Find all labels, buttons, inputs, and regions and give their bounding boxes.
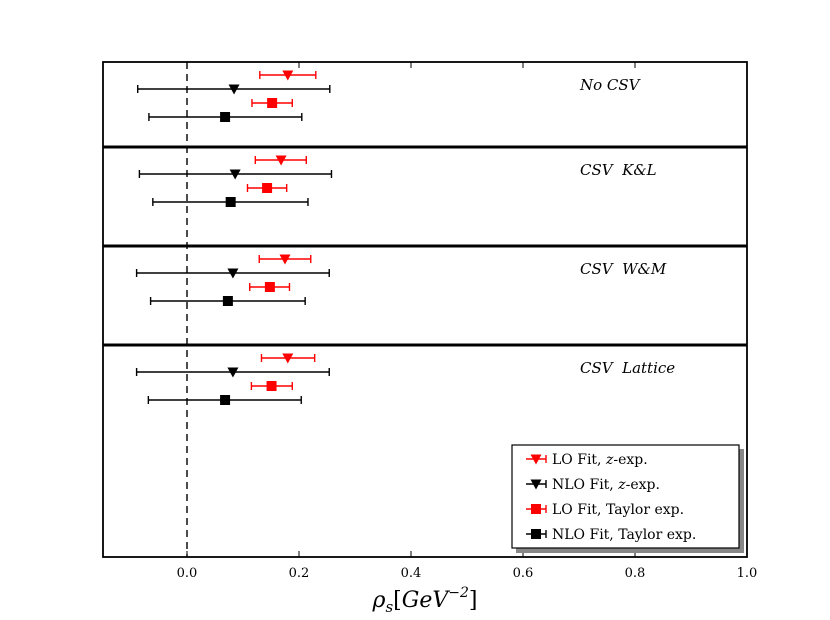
data-point-marker: [227, 268, 239, 279]
data-point-marker: [220, 112, 231, 122]
x-tick-label: 0.8: [625, 566, 646, 581]
data-point-marker: [264, 282, 275, 292]
plot-frame: [102, 61, 748, 558]
data-point-marker: [262, 183, 273, 193]
legend-marker: [530, 479, 542, 490]
panel-label: No CSV: [579, 76, 642, 94]
panel-label: CSV K&L: [580, 161, 657, 179]
x-tick-label: 0.0: [177, 566, 198, 581]
data-point-marker: [282, 70, 294, 81]
legend-entry: LO Fit, z-exp.: [526, 452, 648, 468]
x-tick-label: 0.2: [289, 566, 310, 581]
legend-box: [511, 444, 740, 549]
panel-label: CSV Lattice: [580, 359, 675, 377]
data-point-marker: [279, 254, 291, 265]
legend-marker: [530, 454, 542, 465]
data-point-marker: [220, 395, 231, 405]
data-point-marker: [222, 296, 233, 306]
x-tick-label: 1.0: [737, 566, 758, 581]
legend-entry: NLO Fit, Taylor exp.: [526, 527, 696, 543]
legend-label: NLO Fit, z-exp.: [552, 477, 660, 493]
legend-entry: LO Fit, Taylor exp.: [526, 502, 684, 518]
data-point-marker: [266, 381, 277, 391]
legend-marker: [531, 529, 541, 539]
x-axis-label: ρs[GeV−2]: [372, 585, 478, 616]
data-point-marker: [282, 353, 294, 364]
data-point-marker: [275, 155, 287, 166]
legend-label: NLO Fit, Taylor exp.: [552, 527, 696, 543]
x-tick-label: 0.4: [401, 566, 422, 581]
legend-entry: NLO Fit, z-exp.: [526, 477, 660, 493]
legend-label: LO Fit, Taylor exp.: [552, 502, 684, 518]
x-tick-label: 0.6: [513, 566, 534, 581]
data-point-marker: [227, 367, 239, 378]
legend-label: LO Fit, z-exp.: [552, 452, 648, 468]
data-point-marker: [225, 197, 236, 207]
data-point-marker: [229, 169, 241, 180]
data-point-marker: [267, 98, 278, 108]
legend-marker: [531, 504, 541, 514]
panel-label: CSV W&M: [580, 260, 667, 278]
data-point-marker: [228, 84, 240, 95]
legend: LO Fit, z-exp. NLO Fit, z-exp. LO Fit, Tay…: [511, 444, 744, 553]
